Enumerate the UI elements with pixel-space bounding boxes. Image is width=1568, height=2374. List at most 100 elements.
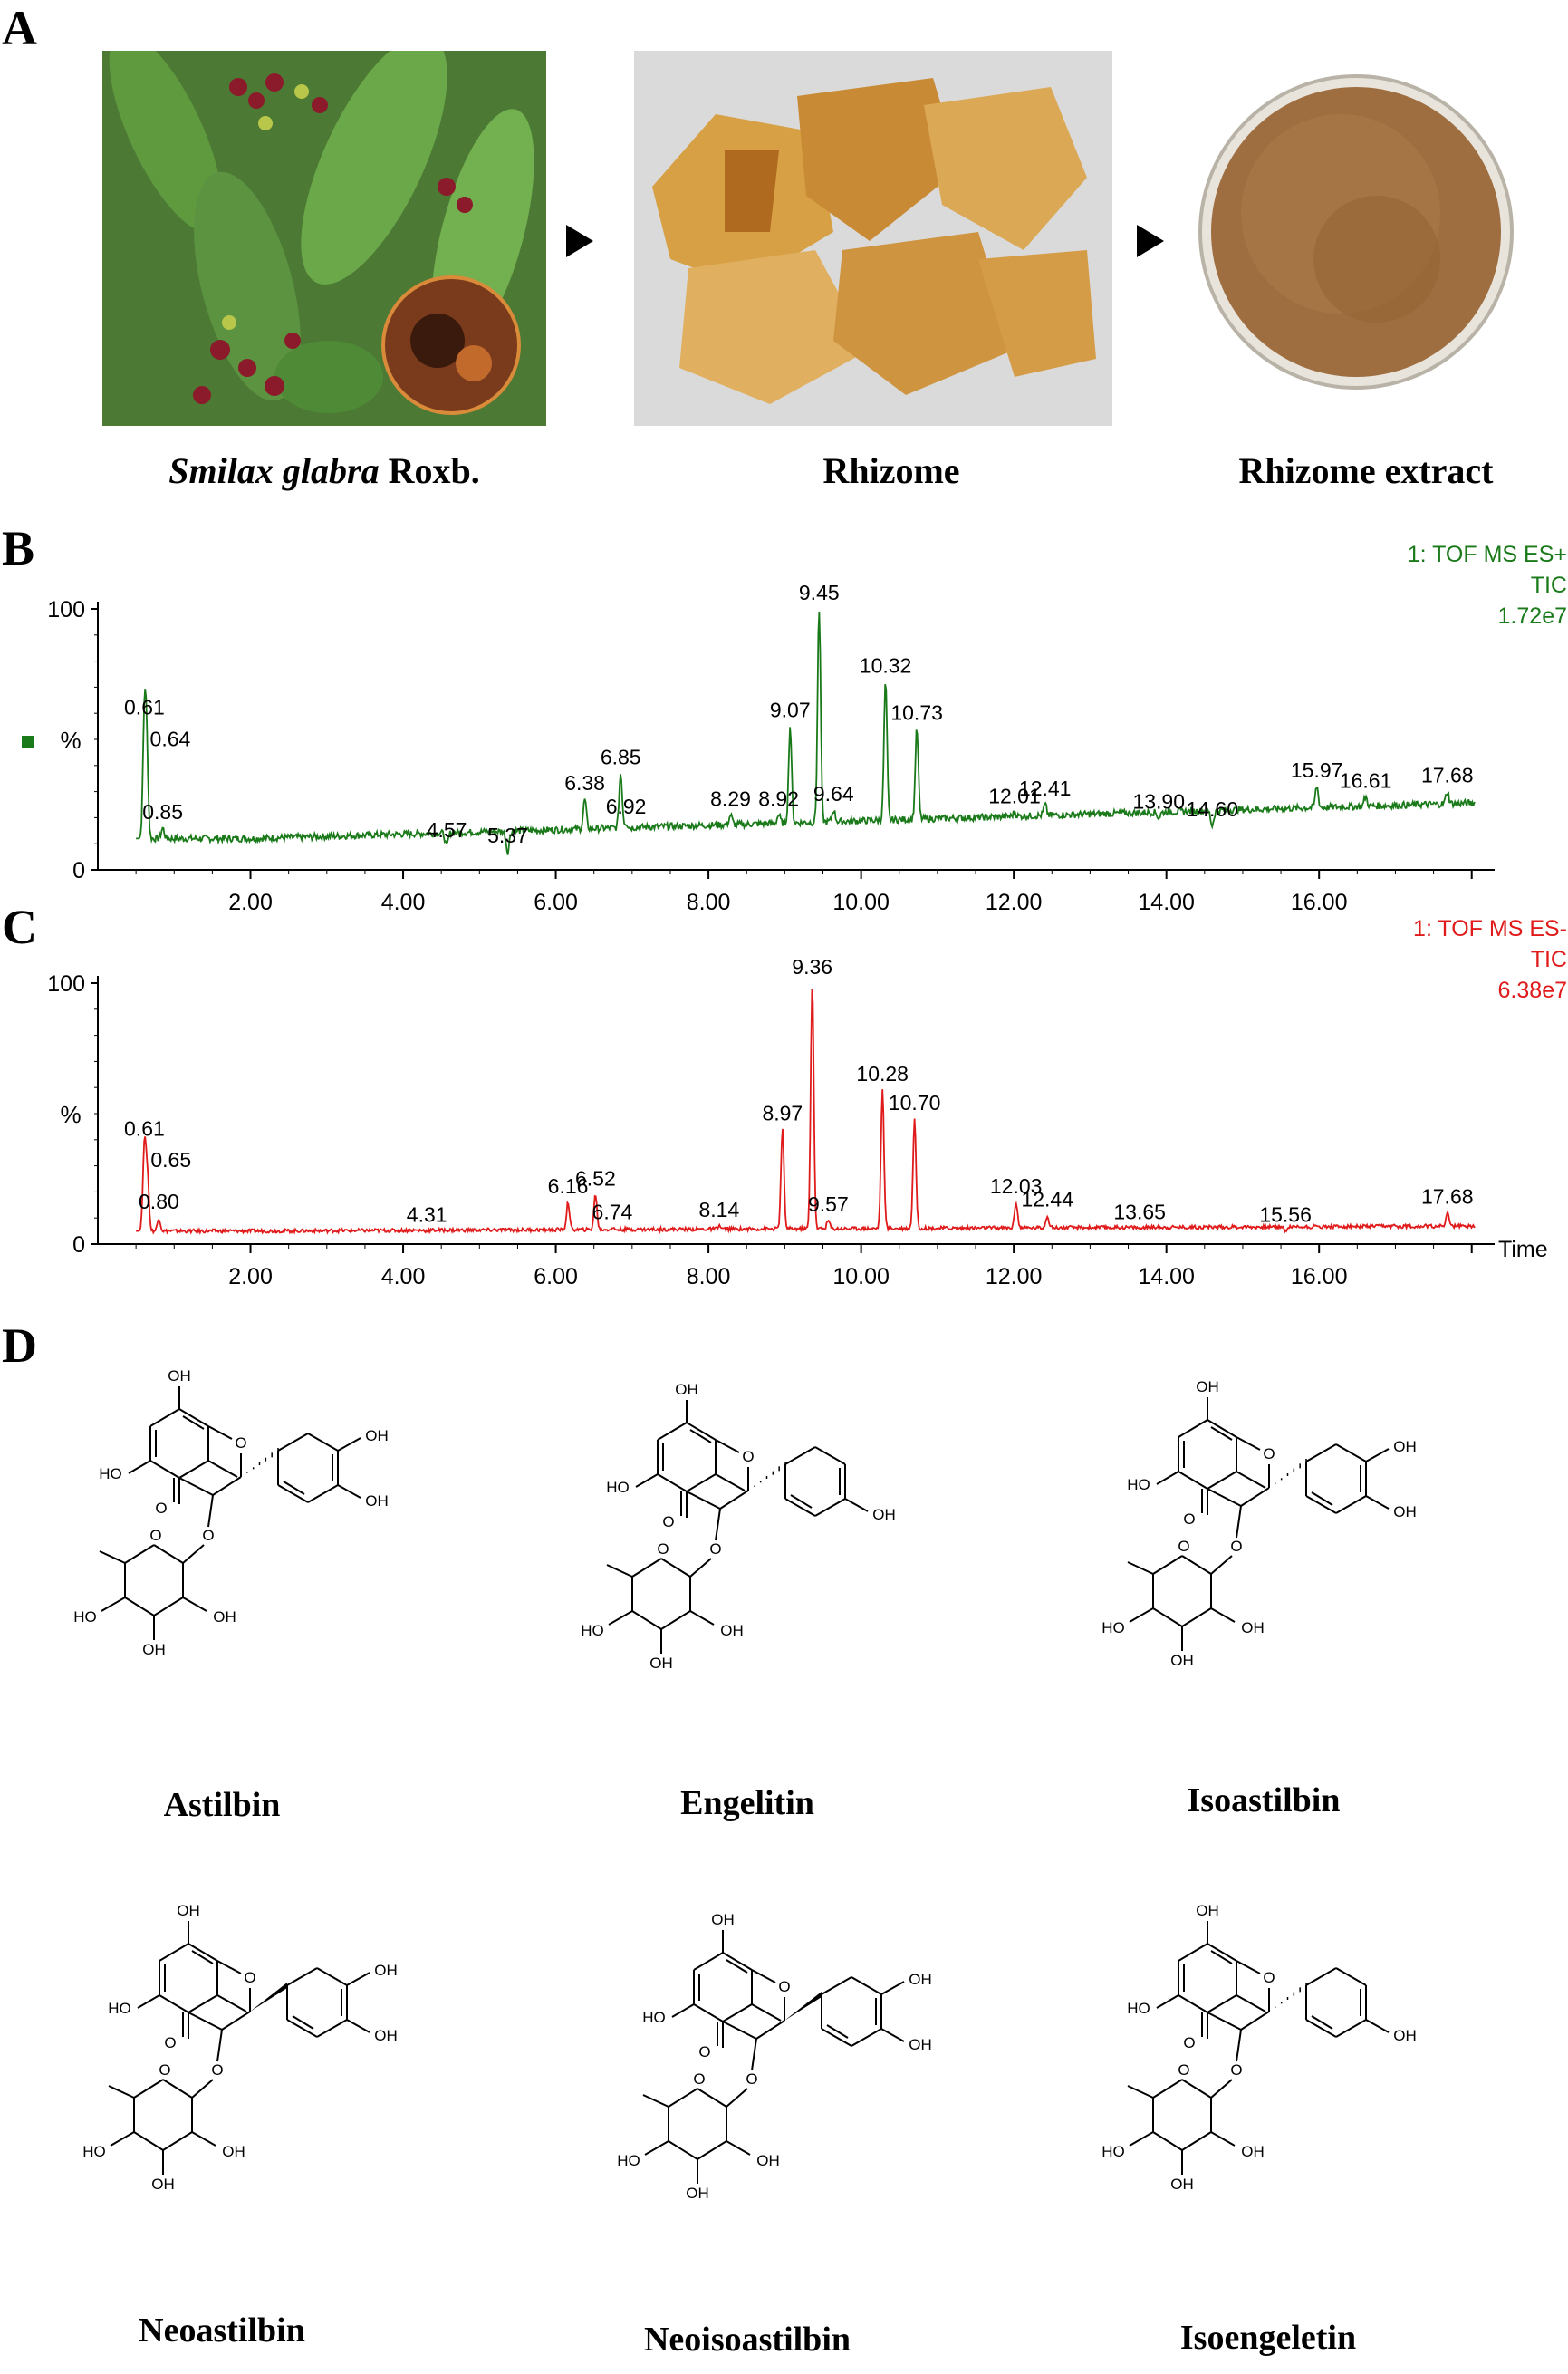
bond	[1311, 2015, 1333, 2030]
bond	[316, 2019, 348, 2038]
bond	[1152, 2131, 1183, 2151]
atom-label: OH	[756, 2152, 780, 2169]
x-tick-label: 14.00	[1138, 890, 1195, 915]
bond	[851, 1976, 882, 1995]
caption-species-name: Smilax glabra	[168, 450, 380, 491]
peak-label: 16.61	[1340, 768, 1392, 792]
bond	[851, 2028, 882, 2047]
bond	[660, 1558, 691, 1578]
bond	[697, 2088, 727, 2108]
chart-title-line: 6.38e7	[1498, 978, 1567, 1003]
peak-label: 0.64	[150, 727, 191, 750]
atom-label: O	[662, 1513, 674, 1530]
bond	[1207, 1419, 1237, 1438]
bond	[631, 1558, 662, 1578]
bond	[178, 1460, 209, 1479]
peak-label: 9.45	[799, 581, 840, 604]
peak-label: 15.97	[1291, 758, 1343, 782]
atom-label: OH	[222, 2143, 245, 2160]
extract-dish-illustration	[1198, 74, 1514, 390]
y-axis-label: %	[60, 727, 81, 754]
y-tick-label: 100	[47, 971, 85, 997]
peak-label: 6.74	[592, 1201, 633, 1224]
bond	[153, 1544, 184, 1564]
x-tick-label: 12.00	[986, 890, 1043, 915]
bond	[277, 1433, 309, 1452]
bond	[216, 2029, 223, 2062]
bond	[668, 2140, 698, 2160]
bond	[99, 1550, 126, 1564]
x-tick-label: 12.00	[986, 1264, 1043, 1289]
peak-label: 4.57	[427, 818, 467, 842]
chromatogram-negative: 0 100% 2.00 4.00 6.00 8.00 10.00 12.00 14.00 16.0…	[47, 916, 1567, 1289]
bond	[722, 2003, 753, 2022]
peak-label: 13.65	[1113, 1201, 1166, 1224]
peak-label: 6.38	[564, 771, 605, 795]
bond	[693, 2003, 724, 2022]
compound-name: Engelitin	[680, 1784, 814, 1822]
bond	[1365, 2019, 1390, 2033]
bond	[1181, 2131, 1212, 2151]
atom-label: OH	[151, 2176, 175, 2193]
peak-label: 9.07	[770, 699, 811, 722]
bond	[814, 1498, 846, 1517]
atom-label: HO	[642, 2009, 666, 2026]
bond	[178, 1477, 214, 1496]
y-tick-label: 0	[72, 858, 85, 883]
bond	[1335, 2019, 1367, 2038]
bond	[671, 2003, 695, 2018]
bond	[697, 2140, 727, 2160]
x-tick-label: 8.00	[687, 1264, 731, 1289]
atom-label: O	[742, 1448, 754, 1465]
peak-label: 8.92	[758, 787, 799, 811]
bond	[715, 1439, 740, 1453]
peak-label: 13.90	[1132, 789, 1185, 813]
atom-label: O	[159, 2061, 170, 2079]
bond	[292, 2015, 314, 2030]
panel-letter-c: C	[2, 900, 37, 954]
atom-label: O	[1230, 1538, 1242, 1555]
bond	[1305, 1495, 1337, 1514]
panel-letter-b: B	[2, 521, 35, 575]
bond	[826, 2024, 849, 2039]
bond	[1335, 1967, 1367, 1986]
wedge-bond	[784, 1992, 822, 2021]
atom-label: O	[693, 2070, 705, 2088]
peak-label: 0.61	[124, 1117, 165, 1141]
bond	[1178, 1419, 1208, 1438]
x-tick-label: 10.00	[832, 890, 890, 915]
bond	[644, 2140, 669, 2156]
bond	[1210, 1555, 1233, 1575]
bond	[286, 2019, 318, 2038]
panel-letter-a: A	[2, 1, 37, 55]
bond	[1236, 1960, 1261, 1974]
bond	[1305, 2019, 1337, 2038]
peak-label: 17.68	[1421, 1184, 1474, 1208]
atom-label: OH	[1170, 2176, 1194, 2193]
bond	[606, 1564, 633, 1578]
compound-name: Neoastilbin	[139, 2311, 305, 2350]
bond	[1210, 2131, 1236, 2147]
atom-label: O	[778, 1978, 790, 1995]
peak-label: 8.97	[762, 1101, 803, 1124]
bond	[178, 1408, 209, 1427]
photo-caption-extract: Rhizome extract	[1176, 449, 1556, 492]
bond	[221, 2011, 251, 2031]
rhizome-extract-photo	[1196, 51, 1516, 426]
chart-title-line: 1.72e7	[1498, 603, 1567, 629]
smilax-plant-photo	[102, 51, 546, 426]
bond	[821, 1976, 852, 1995]
bond	[1236, 2029, 1242, 2062]
atom-label: O	[202, 1527, 214, 1544]
atom-label: OH	[909, 1971, 932, 1988]
bond	[316, 1967, 348, 1986]
x-tick-label: 8.00	[687, 890, 731, 915]
compound-name: Isoastilbin	[1187, 1781, 1341, 1819]
bond	[1305, 1967, 1337, 1986]
photo-caption-plant: Smilax glabra Roxb.	[98, 449, 551, 492]
bond	[693, 1952, 724, 1971]
atom-label: O	[164, 2034, 176, 2051]
compound-name: Astilbin	[163, 1786, 281, 1824]
